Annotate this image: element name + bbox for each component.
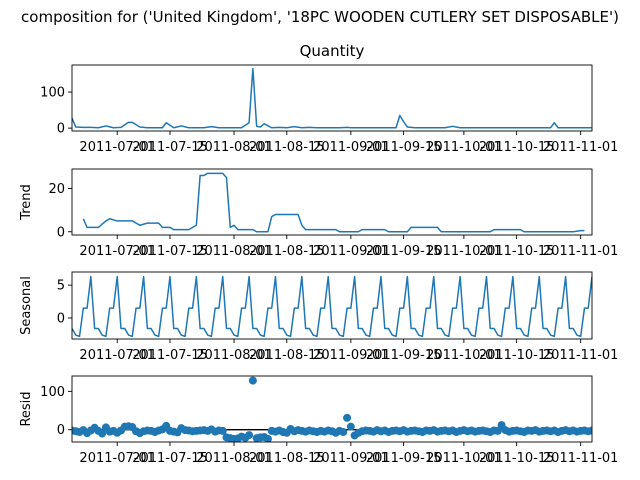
x-tick-label: 2011-08-15 <box>249 244 325 259</box>
x-tick-label: 2011-08-01 <box>196 348 272 363</box>
y-axis-label: Seasonal <box>19 276 34 335</box>
resid-point <box>245 431 254 440</box>
axes-frame <box>71 375 593 443</box>
x-tick-label: 2011-08-15 <box>249 451 325 466</box>
x-tick-label: 2011-10-01 <box>426 348 502 363</box>
panel-3: Seasonal 0 5 2011-07-012011-07-152011-08-01… <box>19 271 619 363</box>
x-tick-label: 2011-09-15 <box>366 451 442 466</box>
x-tick-label: 2011-08-01 <box>196 451 272 466</box>
x-tick-label: 2011-09-01 <box>313 348 389 363</box>
y-axis-label: Trend <box>19 184 34 221</box>
panel-4: Resid01002011-07-012011-07-152011-08-012… <box>19 375 619 466</box>
x-tick-label: 2011-09-15 <box>366 244 442 259</box>
x-tick-label: 2011-11-01 <box>543 451 619 466</box>
axes-frame <box>71 64 593 132</box>
y-tick-label: 5 <box>57 279 65 294</box>
x-tick-label: 2011-10-15 <box>479 451 555 466</box>
series-line <box>72 275 592 338</box>
x-tick-label: 2011-09-01 <box>313 451 389 466</box>
y-tick-label: 0 <box>57 225 65 240</box>
x-tick-label: 2011-07-15 <box>132 348 208 363</box>
resid-point <box>218 426 227 435</box>
y-tick-label: 0 <box>57 423 65 438</box>
y-tick-label: 20 <box>48 182 65 197</box>
resid-point <box>493 426 502 435</box>
resid-point <box>346 422 355 431</box>
panel-title: Quantity <box>300 42 365 60</box>
y-axis-label: Resid <box>19 391 34 426</box>
resid-point <box>343 413 352 422</box>
x-tick-label: 2011-10-15 <box>479 140 555 155</box>
x-tick-label: 2011-07-15 <box>132 140 208 155</box>
x-tick-label: 2011-10-01 <box>426 244 502 259</box>
resid-point <box>98 429 107 438</box>
x-tick-label: 2011-11-01 <box>543 140 619 155</box>
x-tick-label: 2011-09-15 <box>366 140 442 155</box>
x-tick-label: 2011-09-01 <box>313 140 389 155</box>
y-tick-label: 100 <box>40 86 65 101</box>
plot-area <box>72 275 592 338</box>
x-tick-label: 2011-09-01 <box>313 244 389 259</box>
x-tick-label: 2011-07-01 <box>79 140 155 155</box>
panel-2: Trend0202011-07-012011-07-152011-08-0120… <box>19 168 619 259</box>
series-line <box>72 67 592 129</box>
resid-point <box>263 434 272 442</box>
x-tick-label: 2011-07-01 <box>79 451 155 466</box>
series-line <box>82 172 585 233</box>
x-tick-label: 2011-08-15 <box>249 348 325 363</box>
panel-1: Quantity01002011-07-012011-07-152011-08-… <box>40 42 618 155</box>
axes-frame <box>71 271 593 340</box>
y-tick-label: 100 <box>40 385 65 400</box>
x-tick-label: 2011-10-15 <box>479 244 555 259</box>
x-tick-label: 2011-10-01 <box>426 451 502 466</box>
x-tick-label: 2011-08-01 <box>196 140 272 155</box>
x-tick-label: 2011-08-01 <box>196 244 272 259</box>
resid-point <box>248 376 257 385</box>
y-tick-label: 0 <box>57 122 65 137</box>
plot-area <box>72 376 592 442</box>
x-tick-label: 2011-08-15 <box>249 140 325 155</box>
x-tick-label: 2011-07-01 <box>79 348 155 363</box>
figure-title: composition for ('United Kingdom', '18PC… <box>21 8 619 26</box>
resid-point <box>339 428 348 437</box>
y-tick-label: 0 <box>57 311 65 326</box>
x-tick-label: 2011-11-01 <box>543 348 619 363</box>
x-tick-label: 2011-07-15 <box>132 244 208 259</box>
x-tick-label: 2011-07-01 <box>79 244 155 259</box>
plot-area <box>72 67 592 129</box>
x-tick-label: 2011-10-15 <box>479 348 555 363</box>
x-tick-label: 2011-09-15 <box>366 348 442 363</box>
x-tick-label: 2011-07-15 <box>132 451 208 466</box>
resid-point <box>588 426 592 435</box>
axes-frame <box>71 168 593 236</box>
x-tick-label: 2011-11-01 <box>543 244 619 259</box>
plot-area <box>82 172 585 233</box>
x-tick-label: 2011-10-01 <box>426 140 502 155</box>
